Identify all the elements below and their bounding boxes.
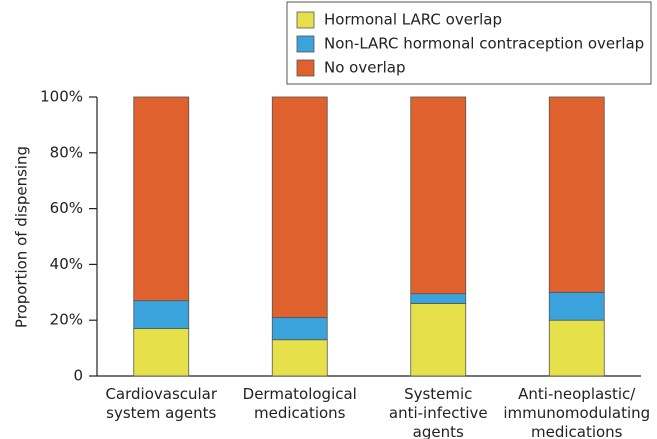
x-tick-label: Anti-neoplastic/immunomodulating medicati… <box>503 385 650 439</box>
legend-swatch <box>296 35 315 53</box>
x-tick-label-line: anti-infective <box>389 404 488 422</box>
y-tick-label: 100% <box>40 88 83 106</box>
y-tick-label: 0 <box>73 367 83 385</box>
x-tick-label-line: Dermatological <box>243 385 357 403</box>
y-tick-label: 40% <box>50 255 83 273</box>
y-tick-label: 80% <box>50 143 83 161</box>
bar-segment <box>410 303 467 377</box>
bar-segment <box>133 300 190 329</box>
bar-segment <box>410 96 467 295</box>
bar-segment <box>548 319 605 377</box>
bar-segment <box>271 317 328 341</box>
y-tick-label: 20% <box>50 311 83 329</box>
x-tick-label: Systemic anti-infective agents <box>389 385 488 439</box>
x-tick-label-line: Systemic <box>404 385 472 403</box>
x-tick-label-line: agents <box>413 423 464 439</box>
x-tick-label-line: Anti-neoplastic/ <box>518 385 636 403</box>
x-tick-label: Dermatological medications <box>243 385 357 422</box>
y-axis-label: Proportion of dispensing <box>13 146 31 328</box>
bar-segment <box>133 96 190 302</box>
legend-label: Non-LARC hormonal contraception overlap <box>324 35 644 53</box>
bar-segment <box>271 96 328 318</box>
x-tick-label-line: immunomodulating <box>503 404 650 422</box>
legend-swatch <box>296 11 315 29</box>
bar-segment <box>548 291 605 321</box>
legend-label: Hormonal LARC overlap <box>324 11 502 29</box>
legend-swatch <box>296 59 315 77</box>
bar-segment <box>133 328 190 377</box>
x-tick-label-line: medications <box>254 404 346 422</box>
x-tick-label-line: system agents <box>106 404 216 422</box>
legend-label: No overlap <box>324 59 406 77</box>
x-tick-label: Cardiovascular system agents <box>105 385 217 422</box>
x-tick-label-line: medications <box>531 423 623 439</box>
bar-segment <box>271 339 328 377</box>
x-tick-label-line: Cardiovascular <box>105 385 217 403</box>
bar-segment <box>410 293 467 304</box>
bar-segment <box>548 96 605 293</box>
y-tick-label: 60% <box>50 199 83 217</box>
legend-box <box>286 1 652 85</box>
